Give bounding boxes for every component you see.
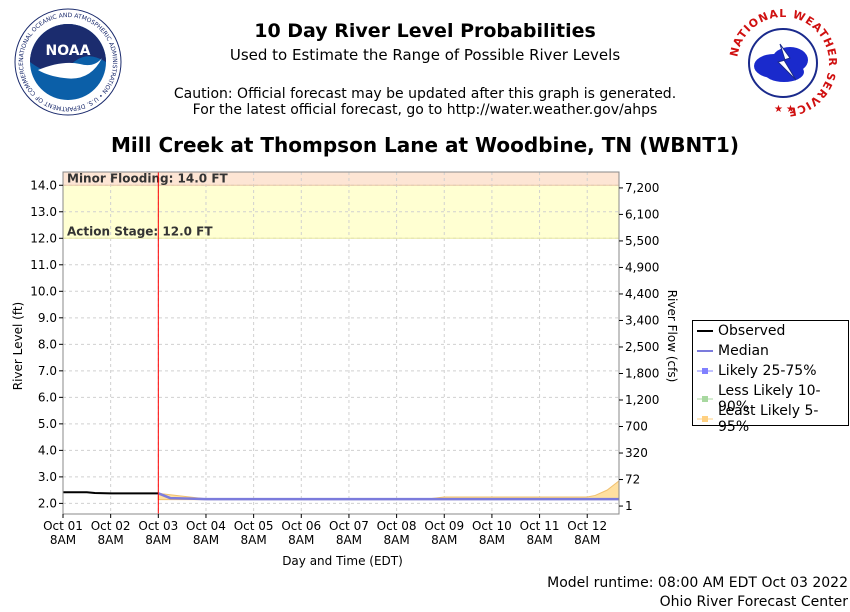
y-right-tick-label: 320 [625,446,648,460]
y-right-tick-label: 4,900 [625,260,659,274]
y-tick-label: 13.0 [30,205,57,219]
legend-item-least-likely: Least Likely 5-95% [697,403,848,435]
median-line [157,492,619,501]
legend-item-less-likely: Less Likely 10-90% [697,383,848,415]
legend-label: Less Likely 10-90% [718,383,821,415]
caution-text: Caution: Official forecast may be update… [173,86,677,102]
x-tick-label-time: 8AM [288,533,314,547]
chart-title: 10 Day River Level Probabilities [254,20,596,42]
chart-subtitle: Used to Estimate the Range of Possible R… [229,46,621,64]
svg-text:★: ★ [786,104,795,115]
median-swatch [697,345,713,357]
forecast-link-text: For the latest official forecast, go to … [192,102,658,118]
x-tick-label-time: 8AM [145,533,171,547]
y-tick-label: 5.0 [38,417,57,431]
y-tick-label: 10.0 [30,284,57,298]
minor-flooding-label: Minor Flooding: 14.0 FT [67,171,229,185]
less-likely-swatch [697,393,713,405]
x-tick-label-time: 8AM [50,533,76,547]
legend-item-likely: Likely 25-75% [697,363,817,379]
plot-border [62,171,620,515]
observed-line [63,491,159,495]
x-axis-label: Day and Time (EDT) [282,554,403,568]
x-tick-label-time: 8AM [336,533,362,547]
noaa-logo: NATIONAL OCEANIC AND ATMOSPHERIC ADMINIS… [14,8,122,116]
x-tick-label-time: 8AM [526,533,552,547]
chart-legend: Observed Median Likely 25-75% Less Likel… [692,320,849,435]
legend-label: Observed [718,323,786,339]
x-tick-label: Oct 08 [377,519,417,533]
station-title: Mill Creek at Thompson Lane at Woodbine,… [111,133,739,157]
x-tick-label: Oct 12 [567,519,607,533]
x-tick-label: Oct 07 [329,519,369,533]
legend-item-median: Median [697,343,769,359]
y-right-tick-label: 4,400 [625,287,659,301]
y-right-tick-label: 1,800 [625,366,659,380]
x-tick-label: Oct 01 [43,519,83,533]
x-tick-label: Oct 04 [186,519,226,533]
x-tick-label: Oct 06 [281,519,321,533]
y-right-tick-label: 7,200 [625,181,659,195]
x-tick-label: Oct 11 [520,519,560,533]
x-tick-label-time: 8AM [383,533,409,547]
likely-swatch [697,365,713,377]
y-tick-label: 3.0 [38,470,57,484]
y-right-tick-label: 5,500 [625,234,659,248]
x-tick-label-time: 8AM [574,533,600,547]
y-right-tick-label: 1,200 [625,393,659,407]
y-right-tick-label: 3,400 [625,313,659,327]
x-tick-label-time: 8AM [98,533,124,547]
flood-band [63,172,619,186]
nws-logo: NATIONAL WEATHER SERVICE ★ ★ [727,7,838,119]
y-tick-label: 4.0 [38,443,57,457]
y-tick-label: 7.0 [38,364,57,378]
legend-item-observed: Observed [697,323,785,339]
y-tick-label: 6.0 [38,390,57,404]
legend-label: Median [718,343,769,359]
action-stage-label: Action Stage: 12.0 FT [67,224,213,238]
legend-label: Likely 25-75% [718,363,817,379]
y-right-tick-label: 1 [625,499,633,513]
y-tick-label: 11.0 [30,258,57,272]
x-tick-label: Oct 09 [424,519,464,533]
svg-text:NOAA: NOAA [46,43,91,59]
y-tick-label: 14.0 [30,178,57,192]
forecast-center: Ohio River Forecast Center [659,594,848,610]
y-tick-label: 8.0 [38,337,57,351]
y-right-tick-label: 2,500 [625,340,659,354]
x-tick-label: Oct 10 [472,519,512,533]
svg-text:★: ★ [774,104,783,115]
x-tick-label: Oct 05 [234,519,274,533]
x-tick-label-time: 8AM [241,533,267,547]
least-likely-swatch [697,413,713,425]
y-right-tick-label: 700 [625,420,648,434]
y-tick-label: 12.0 [30,231,57,245]
x-tick-label-time: 8AM [479,533,505,547]
model-runtime: Model runtime: 08:00 AM EDT Oct 03 2022 [547,575,848,591]
x-tick-label-time: 8AM [431,533,457,547]
y-tick-label: 2.0 [38,496,57,510]
y-axis-label: River Level (ft) [11,301,25,391]
x-tick-label: Oct 03 [138,519,178,533]
y-right-tick-label: 6,100 [625,207,659,221]
y-right-tick-label: 72 [625,473,640,487]
legend-label: Least Likely 5-95% [718,403,819,435]
y-axis-right-label: River Flow (cfs) [665,289,679,383]
x-tick-label-time: 8AM [193,533,219,547]
observed-swatch [697,325,713,337]
y-tick-label: 9.0 [38,311,57,325]
x-tick-label: Oct 02 [91,519,131,533]
